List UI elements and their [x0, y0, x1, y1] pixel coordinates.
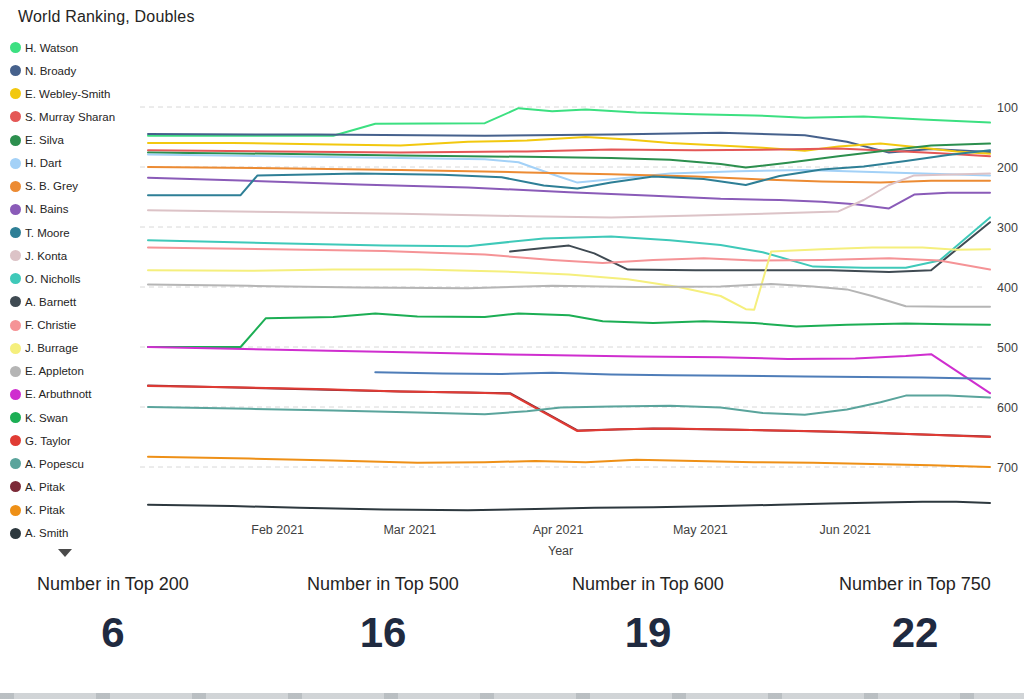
series-line-k-swan[interactable] [148, 313, 990, 347]
kpi-label: Number in Top 500 [270, 574, 496, 595]
kpi-label: Number in Top 750 [802, 574, 1024, 595]
y-axis-tick-label: 700 [997, 461, 1018, 475]
kpi-value: 6 [0, 609, 226, 657]
kpi-card-number-in-top-200[interactable]: Number in Top 200 6 [0, 574, 226, 657]
kpi-value: 19 [535, 609, 761, 657]
cropped-table-edge [0, 693, 1024, 699]
series-line-g-taylor[interactable] [148, 386, 990, 437]
y-axis-tick-label: 200 [997, 161, 1018, 175]
series-line-e-arbuthnott[interactable] [148, 347, 990, 393]
y-axis-tick-label: 300 [997, 221, 1018, 235]
series-line-unnamed[interactable] [375, 372, 990, 379]
kpi-card-number-in-top-600[interactable]: Number in Top 600 19 [535, 574, 761, 657]
legend-color-dot [10, 42, 21, 53]
y-axis-tick-label: 500 [997, 341, 1018, 355]
legend-item-h-watson[interactable]: H. Watson [10, 36, 150, 59]
series-line-j-burrage[interactable] [148, 247, 990, 309]
x-axis-title: Year [548, 544, 573, 558]
series-line-a-smith[interactable] [148, 502, 990, 510]
y-axis-tick-label: 600 [997, 401, 1018, 415]
x-axis-tick-label: Jun 2021 [819, 523, 870, 537]
kpi-value: 22 [802, 609, 1024, 657]
kpi-value: 16 [270, 609, 496, 657]
kpi-label: Number in Top 200 [0, 574, 226, 595]
x-axis-tick-label: May 2021 [673, 523, 728, 537]
kpi-card-number-in-top-500[interactable]: Number in Top 500 16 [270, 574, 496, 657]
series-line-h-watson[interactable] [148, 108, 990, 136]
y-axis-tick-label: 100 [997, 101, 1018, 115]
x-axis-tick-label: Mar 2021 [383, 523, 436, 537]
x-axis-tick-label: Apr 2021 [533, 523, 584, 537]
series-line-a-pitak[interactable] [148, 385, 990, 436]
y-axis-tick-label: 400 [997, 281, 1018, 295]
series-line-k-pitak[interactable] [148, 457, 990, 467]
series-line-a-popescu[interactable] [148, 396, 990, 415]
kpi-label: Number in Top 600 [535, 574, 761, 595]
series-line-f-christie[interactable] [148, 247, 990, 269]
ranking-line-chart: 100 200 300 400 500 600 700 Feb 2021 Mar 2021 Apr… [0, 68, 1024, 568]
page-title: World Ranking, Doubles [18, 8, 195, 26]
kpi-row: Number in Top 2006Number in Top 50016Num… [0, 574, 1024, 689]
report-page: World Ranking, Doubles H. WatsonN. Broad… [0, 0, 1024, 699]
legend-item-label: H. Watson [25, 42, 78, 54]
kpi-card-number-in-top-750[interactable]: Number in Top 750 22 [802, 574, 1024, 657]
x-axis-tick-label: Feb 2021 [251, 523, 304, 537]
